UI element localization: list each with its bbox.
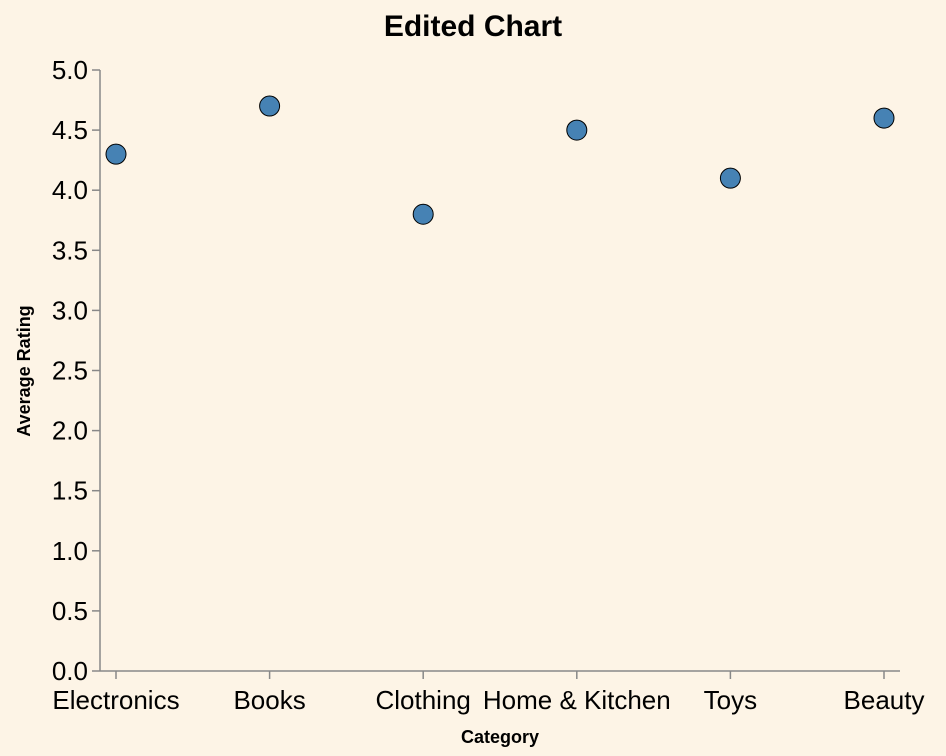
x-tick-label: Beauty xyxy=(844,685,925,715)
y-tick-label: 3.5 xyxy=(52,235,88,265)
y-tick-label: 0.5 xyxy=(52,596,88,626)
x-axis-title: Category xyxy=(461,727,539,747)
y-tick-label: 2.0 xyxy=(52,416,88,446)
x-tick-label: Electronics xyxy=(52,685,179,715)
x-axis: Electronics Books Clothing Home & Kitchen To… xyxy=(52,670,925,715)
x-tick-label: Toys xyxy=(704,685,757,715)
x-tick-label: Books xyxy=(233,685,305,715)
y-tick-label: 2.5 xyxy=(52,356,88,386)
x-tick-label: Home & Kitchen xyxy=(483,685,671,715)
data-point xyxy=(259,95,281,117)
y-tick-label: 5.0 xyxy=(52,55,88,85)
x-tick-label: Clothing xyxy=(375,685,470,715)
chart-title: Edited Chart xyxy=(384,10,562,43)
data-point xyxy=(566,119,588,141)
data-point xyxy=(719,167,741,189)
data-point xyxy=(105,143,127,165)
y-axis: 0.0 0.5 1.0 1.5 2.0 2.5 3.0 3.5 4.0 4.5 5.0 xyxy=(52,55,101,686)
y-tick-label: 3.0 xyxy=(52,295,88,325)
y-tick-label: 1.0 xyxy=(52,536,88,566)
y-tick-label: 4.0 xyxy=(52,175,88,205)
data-point xyxy=(412,203,434,225)
y-tick-label: 0.0 xyxy=(52,656,88,686)
y-axis-title: Average Rating xyxy=(14,305,34,436)
data-point xyxy=(873,107,895,129)
y-tick-label: 4.5 xyxy=(52,115,88,145)
data-points xyxy=(105,95,895,225)
y-tick-label: 1.5 xyxy=(52,476,88,506)
